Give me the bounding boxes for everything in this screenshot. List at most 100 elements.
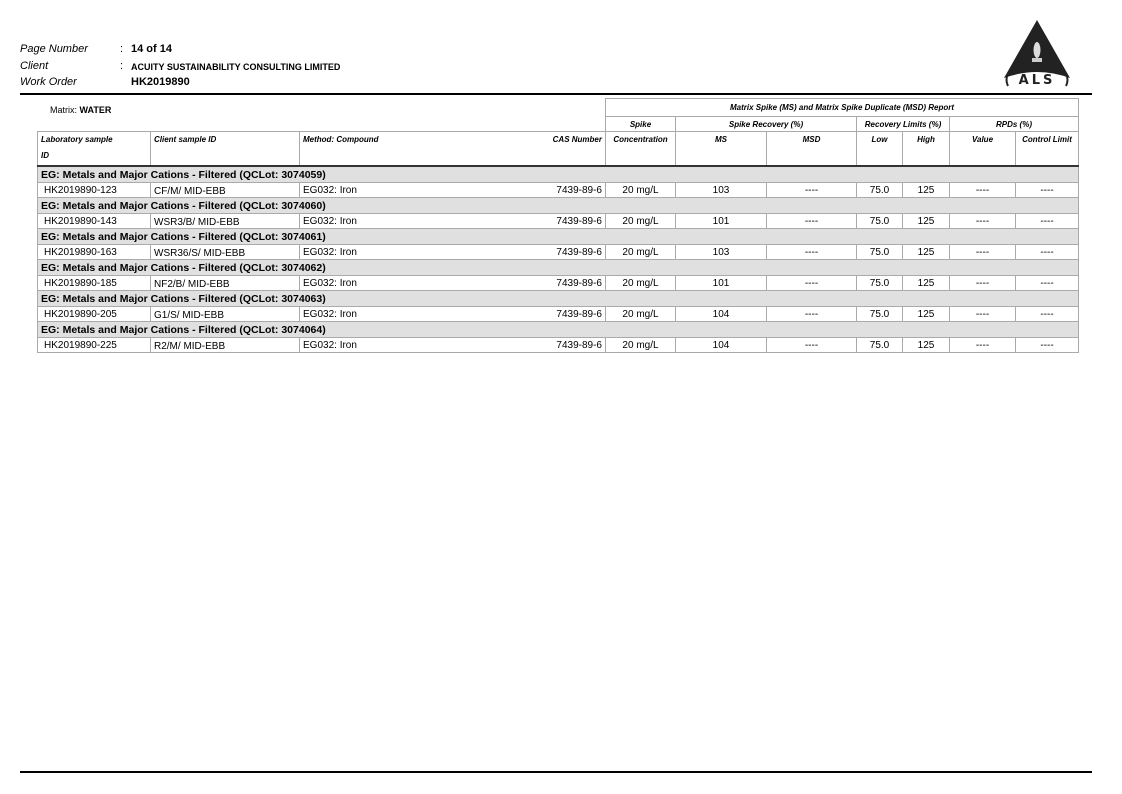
group-rpds: RPDs (%) xyxy=(949,116,1079,132)
rpd-control-limit: ---- xyxy=(1015,213,1079,229)
header-divider xyxy=(20,93,1092,95)
cas-number: 7439-89-6 xyxy=(556,277,602,289)
recovery-low: 75.0 xyxy=(856,244,903,260)
col-cas: CAS Number xyxy=(552,135,602,144)
ms-value: 103 xyxy=(675,182,767,198)
group-recovery-limits: Recovery Limits (%) xyxy=(856,116,950,132)
client-sample-id: G1/S/ MID-EBB xyxy=(150,306,300,322)
method-cell: EG032: Iron 7439-89-6 xyxy=(299,182,606,198)
lab-sample-id: HK2019890-143 xyxy=(37,213,151,229)
qc-lot-title: EG: Metals and Major Cations - Filtered … xyxy=(37,290,1079,307)
qc-lot-section-header: EG: Metals and Major Cations - Filtered … xyxy=(37,197,1079,214)
msd-value: ---- xyxy=(766,337,857,353)
report-title: Matrix Spike (MS) and Matrix Spike Dupli… xyxy=(605,98,1079,117)
spike-concentration: 20 mg/L xyxy=(605,213,676,229)
recovery-high: 125 xyxy=(902,337,950,353)
rpd-value: ---- xyxy=(949,244,1016,260)
spike-concentration: 20 mg/L xyxy=(605,182,676,198)
col-ms: MS xyxy=(675,131,767,167)
rpd-control-limit: ---- xyxy=(1015,244,1079,260)
qc-lot-title: EG: Metals and Major Cations - Filtered … xyxy=(37,259,1079,276)
method-compound: EG032: Iron xyxy=(303,308,357,320)
table-row: HK2019890-163 WSR36/S/ MID-EBB EG032: Iron… xyxy=(37,244,1079,260)
method-cell: EG032: Iron 7439-89-6 xyxy=(299,213,606,229)
spike-concentration: 20 mg/L xyxy=(605,244,676,260)
lab-sample-id: HK2019890-225 xyxy=(37,337,151,353)
method-cell: EG032: Iron 7439-89-6 xyxy=(299,244,606,260)
recovery-high: 125 xyxy=(902,244,950,260)
col-method: Method: Compound CAS Number xyxy=(299,131,606,167)
method-compound: EG032: Iron xyxy=(303,215,357,227)
recovery-low: 75.0 xyxy=(856,182,903,198)
col-value: Value xyxy=(949,131,1016,167)
lab-sample-id: HK2019890-123 xyxy=(37,182,151,198)
lab-sample-id: HK2019890-205 xyxy=(37,306,151,322)
logo-text: ALS xyxy=(1019,73,1056,88)
matrix-value: WATER xyxy=(79,105,112,115)
method-cell: EG032: Iron 7439-89-6 xyxy=(299,337,606,353)
method-compound: EG032: Iron xyxy=(303,277,357,289)
col-control-limit: Control Limit xyxy=(1015,131,1079,167)
table-row: HK2019890-123 CF/M/ MID-EBB EG032: Iron 743… xyxy=(37,182,1079,198)
method-compound: EG032: Iron xyxy=(303,339,357,351)
client-label: Client xyxy=(20,60,49,72)
ms-value: 104 xyxy=(675,337,767,353)
recovery-high: 125 xyxy=(902,182,950,198)
recovery-low: 75.0 xyxy=(856,306,903,322)
cas-number: 7439-89-6 xyxy=(556,339,602,351)
rpd-value: ---- xyxy=(949,275,1016,291)
col-msd: MSD xyxy=(766,131,857,167)
qc-lot-title: EG: Metals and Major Cations - Filtered … xyxy=(37,165,1079,183)
ms-value: 101 xyxy=(675,275,767,291)
client-sample-id: CF/M/ MID-EBB xyxy=(150,182,300,198)
rpd-control-limit: ---- xyxy=(1015,306,1079,322)
rpd-value: ---- xyxy=(949,337,1016,353)
ms-value: 104 xyxy=(675,306,767,322)
msd-value: ---- xyxy=(766,244,857,260)
col-lab-id: Laboratory sample ID xyxy=(37,131,151,167)
footer-divider xyxy=(20,771,1092,773)
rpd-value: ---- xyxy=(949,306,1016,322)
method-compound: EG032: Iron xyxy=(303,184,357,196)
msd-value: ---- xyxy=(766,275,857,291)
method-cell: EG032: Iron 7439-89-6 xyxy=(299,306,606,322)
qc-lot-title: EG: Metals and Major Cations - Filtered … xyxy=(37,321,1079,338)
method-compound: EG032: Iron xyxy=(303,246,357,258)
recovery-low: 75.0 xyxy=(856,275,903,291)
qc-lot-section-header: EG: Metals and Major Cations - Filtered … xyxy=(37,290,1079,307)
work-order-label: Work Order xyxy=(20,76,77,88)
table-row: HK2019890-143 WSR3/B/ MID-EBB EG032: Iron 7… xyxy=(37,213,1079,229)
ms-value: 103 xyxy=(675,244,767,260)
method-cell: EG032: Iron 7439-89-6 xyxy=(299,275,606,291)
spike-concentration: 20 mg/L xyxy=(605,275,676,291)
col-low: Low xyxy=(856,131,903,167)
client-name: ACUITY SUSTAINABILITY CONSULTING LIMITED xyxy=(131,62,341,72)
col-client-id: Client sample ID xyxy=(150,131,300,167)
client-sample-id: WSR3/B/ MID-EBB xyxy=(150,213,300,229)
msd-report-table: Matrix Spike (MS) and Matrix Spike Dupli… xyxy=(37,98,1079,353)
client-sample-id: WSR36/S/ MID-EBB xyxy=(150,244,300,260)
ms-value: 101 xyxy=(675,213,767,229)
matrix-label: Matrix: WATER xyxy=(50,105,112,115)
rpd-control-limit: ---- xyxy=(1015,275,1079,291)
qc-lot-title: EG: Metals and Major Cations - Filtered … xyxy=(37,228,1079,245)
spike-concentration: 20 mg/L xyxy=(605,306,676,322)
msd-value: ---- xyxy=(766,213,857,229)
table-row: HK2019890-185 NF2/B/ MID-EBB EG032: Iron 74… xyxy=(37,275,1079,291)
work-order: HK2019890 xyxy=(131,76,190,88)
client-sample-id: R2/M/ MID-EBB xyxy=(150,337,300,353)
col-concentration: Concentration xyxy=(605,131,676,167)
rpd-control-limit: ---- xyxy=(1015,182,1079,198)
rpd-value: ---- xyxy=(949,182,1016,198)
group-spike-recovery: Spike Recovery (%) xyxy=(675,116,857,132)
qc-lot-title: EG: Metals and Major Cations - Filtered … xyxy=(37,197,1079,214)
msd-value: ---- xyxy=(766,182,857,198)
table-row: HK2019890-205 G1/S/ MID-EBB EG032: Iron 743… xyxy=(37,306,1079,322)
client-sample-id: NF2/B/ MID-EBB xyxy=(150,275,300,291)
lab-sample-id: HK2019890-163 xyxy=(37,244,151,260)
recovery-high: 125 xyxy=(902,275,950,291)
als-logo: ALS xyxy=(1004,20,1070,88)
recovery-low: 75.0 xyxy=(856,213,903,229)
cas-number: 7439-89-6 xyxy=(556,215,602,227)
qc-lot-section-header: EG: Metals and Major Cations - Filtered … xyxy=(37,321,1079,338)
